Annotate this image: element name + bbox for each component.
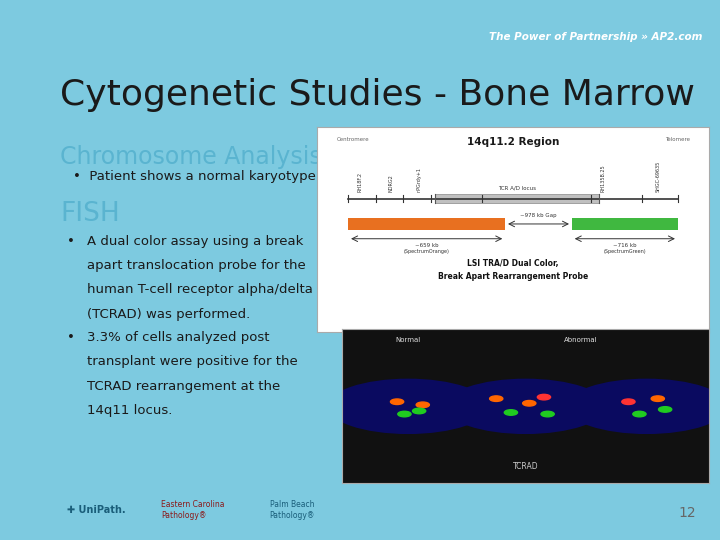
Text: NDRG2: NDRG2	[389, 174, 394, 192]
Text: LSI TRA/D Dual Color,
Break Apart Rearrangement Probe: LSI TRA/D Dual Color, Break Apart Rearra…	[438, 259, 588, 281]
Circle shape	[633, 411, 646, 417]
Text: 3.3% of cells analyzed post: 3.3% of cells analyzed post	[87, 331, 269, 344]
Text: (TCRAD) was performed.: (TCRAD) was performed.	[87, 308, 251, 321]
Text: (SpectrumGreen): (SpectrumGreen)	[603, 249, 646, 254]
Text: FISH: FISH	[60, 201, 120, 227]
Text: RH18F.2: RH18F.2	[357, 172, 362, 192]
Text: Abnormal: Abnormal	[564, 337, 598, 343]
Text: Chromosome Analysis: Chromosome Analysis	[60, 145, 322, 169]
Text: apart translocation probe for the: apart translocation probe for the	[87, 259, 306, 272]
Text: TCRAD: TCRAD	[513, 462, 539, 471]
Circle shape	[390, 399, 404, 404]
Text: TCR A/D locus: TCR A/D locus	[498, 186, 536, 191]
Text: SHGC-69635: SHGC-69635	[656, 160, 661, 192]
Text: ✚ UniPath.: ✚ UniPath.	[67, 505, 125, 515]
Bar	[435, 194, 599, 203]
Circle shape	[622, 399, 635, 404]
Text: (SpectrumOrange): (SpectrumOrange)	[404, 249, 449, 254]
Circle shape	[537, 394, 551, 400]
Text: Normal: Normal	[395, 337, 420, 343]
Text: RH135B.25: RH135B.25	[600, 164, 606, 192]
Ellipse shape	[328, 379, 489, 434]
Circle shape	[659, 407, 672, 412]
Text: •  Patient shows a normal karyotype.: • Patient shows a normal karyotype.	[73, 170, 320, 183]
Text: TCRAD rearrangement at the: TCRAD rearrangement at the	[87, 380, 280, 393]
Circle shape	[490, 396, 503, 401]
Circle shape	[416, 402, 429, 408]
Circle shape	[651, 396, 665, 401]
Circle shape	[541, 411, 554, 417]
Ellipse shape	[445, 379, 606, 434]
Text: Eastern Carolina
Pathology®: Eastern Carolina Pathology®	[161, 500, 225, 521]
Text: 14q11 locus.: 14q11 locus.	[87, 404, 172, 417]
Circle shape	[398, 411, 411, 417]
Text: ~716 kb: ~716 kb	[613, 243, 636, 248]
Circle shape	[413, 408, 426, 414]
Text: The Power of Partnership » AP2.com: The Power of Partnership » AP2.com	[490, 32, 703, 42]
Text: transplant were positive for the: transplant were positive for the	[87, 355, 298, 368]
Bar	[348, 218, 505, 230]
Circle shape	[504, 410, 518, 415]
Text: Palm Beach
Pathology®: Palm Beach Pathology®	[270, 500, 315, 521]
Text: Centromere: Centromere	[336, 137, 369, 142]
Text: ~978 kb Gap: ~978 kb Gap	[520, 213, 557, 218]
Text: 14q11.2 Region: 14q11.2 Region	[467, 137, 559, 147]
Text: human T-cell receptor alpha/delta: human T-cell receptor alpha/delta	[87, 284, 313, 296]
Text: 12: 12	[678, 506, 696, 520]
Text: A dual color assay using a break: A dual color assay using a break	[87, 235, 303, 248]
Text: •: •	[67, 331, 75, 344]
Bar	[572, 218, 678, 230]
Circle shape	[523, 401, 536, 406]
Text: nPGrdy+1: nPGrdy+1	[416, 166, 421, 192]
Ellipse shape	[566, 379, 720, 434]
Text: •: •	[67, 235, 75, 248]
Text: Telomere: Telomere	[665, 137, 690, 142]
Text: Cytogenetic Studies - Bone Marrow: Cytogenetic Studies - Bone Marrow	[60, 78, 695, 112]
Text: ~659 kb: ~659 kb	[415, 243, 438, 248]
